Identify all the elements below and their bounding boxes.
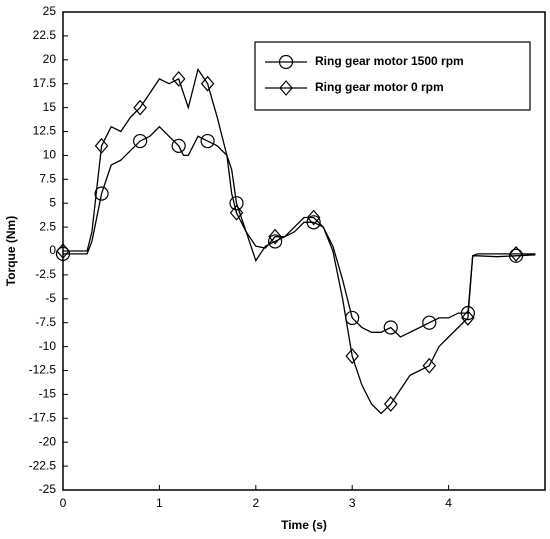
marker-circle (383, 320, 398, 335)
y-tick-label: -12.5 (29, 363, 57, 377)
marker-circle (508, 248, 524, 263)
y-tick-label: -17.5 (29, 410, 57, 424)
marker-diamond (229, 204, 244, 221)
y-tick-label: -7.5 (35, 315, 56, 329)
legend-box (254, 41, 531, 111)
x-axis-label: Time (s) (281, 518, 327, 532)
y-tick-label: -15 (39, 387, 57, 401)
y-tick-label: 10 (43, 148, 57, 162)
marker-diamond (200, 75, 215, 92)
x-tick-label: 1 (156, 496, 163, 510)
marker-diamond (268, 228, 282, 245)
marker-circle (460, 306, 475, 321)
y-axis-label: Torque (Nm) (4, 216, 18, 286)
marker-circle (133, 133, 148, 149)
y-tick-label: 22.5 (33, 28, 57, 42)
x-tick-label: 0 (60, 496, 67, 510)
y-tick-label: -22.5 (29, 458, 57, 472)
marker-diamond (422, 357, 437, 374)
y-tick-label: -10 (39, 339, 57, 353)
legend-label: Ring gear motor 1500 rpm (315, 54, 464, 68)
legend-label: Ring gear motor 0 rpm (315, 80, 444, 94)
marker-circle (94, 186, 109, 201)
y-tick-label: -25 (39, 482, 57, 496)
marker-diamond (171, 70, 186, 87)
marker-diamond (94, 137, 109, 154)
y-tick-label: 2.5 (39, 219, 56, 233)
marker-diamond (383, 396, 398, 412)
marker-diamond (56, 243, 70, 259)
marker-circle (55, 246, 71, 261)
series-line (63, 67, 536, 415)
marker-diamond (306, 209, 321, 226)
marker-circle (229, 196, 244, 211)
marker-circle (267, 234, 283, 249)
y-tick-label: 15 (43, 100, 57, 114)
y-tick-label: 7.5 (39, 171, 56, 185)
x-tick-label: 4 (445, 496, 452, 510)
y-tick-label: 12.5 (33, 124, 57, 138)
x-tick-label: 2 (252, 496, 259, 510)
x-tick-label: 3 (349, 496, 356, 510)
y-tick-label: 17.5 (33, 76, 57, 90)
marker-circle (422, 315, 437, 330)
marker-circle (171, 138, 186, 153)
marker-circle (200, 133, 215, 149)
marker-diamond (345, 348, 359, 365)
y-tick-label: 5 (49, 195, 56, 209)
y-tick-label: 20 (43, 52, 57, 66)
marker-circle (278, 54, 294, 70)
marker-diamond (279, 80, 293, 96)
series-line (63, 125, 536, 338)
y-tick-label: 25 (43, 4, 57, 18)
y-tick-label: 0 (49, 243, 56, 257)
marker-diamond (133, 99, 147, 116)
marker-diamond (461, 309, 475, 326)
marker-diamond (509, 245, 523, 262)
y-tick-label: -5 (45, 291, 56, 305)
y-tick-label: -20 (39, 434, 57, 448)
marker-circle (306, 215, 321, 230)
y-tick-label: -2.5 (35, 267, 56, 281)
